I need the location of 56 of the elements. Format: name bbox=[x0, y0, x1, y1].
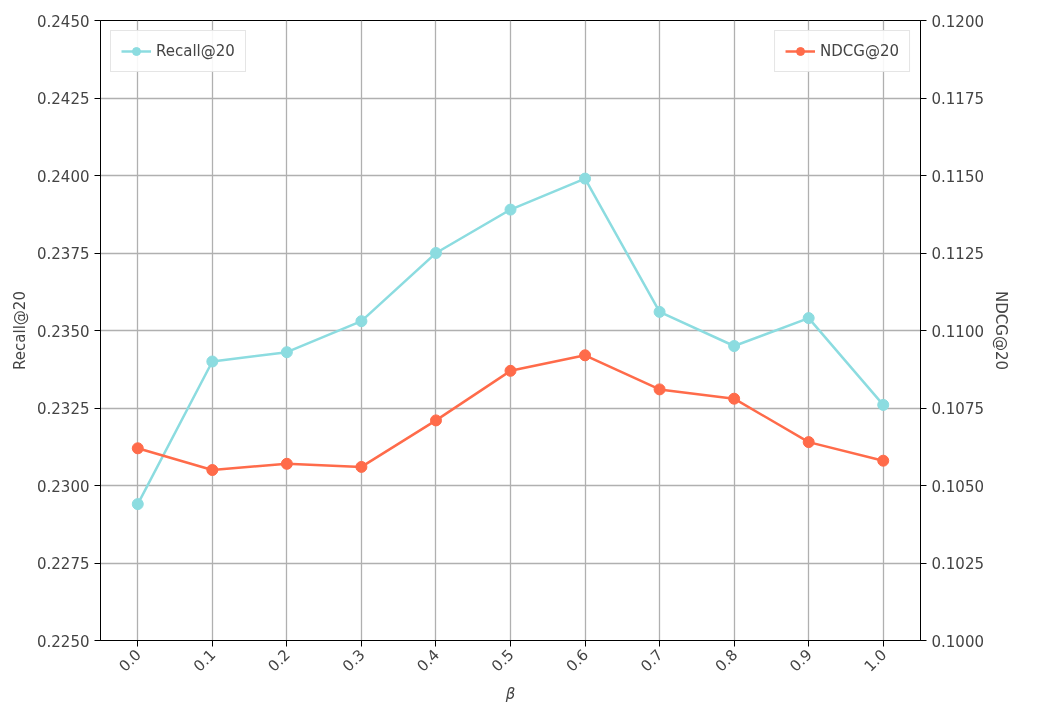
point bbox=[877, 454, 890, 467]
y2-tick-label: 0.1100 bbox=[931, 322, 984, 341]
point bbox=[728, 392, 741, 405]
point bbox=[429, 414, 442, 427]
point bbox=[429, 247, 442, 259]
y2-tick-label: 0.1175 bbox=[931, 90, 984, 108]
point bbox=[802, 436, 815, 449]
y-tick-label: 0.2275 bbox=[37, 555, 90, 573]
point bbox=[131, 498, 144, 511]
point bbox=[206, 464, 219, 476]
legend-label: Recall@20 bbox=[156, 42, 235, 60]
y2-tick-label: 0.1075 bbox=[931, 400, 984, 418]
point bbox=[653, 305, 666, 318]
x-tick-label: 0.2 bbox=[264, 645, 294, 676]
x-tick-label: 0.5 bbox=[487, 645, 518, 676]
x-tick-label: 0.7 bbox=[637, 645, 667, 676]
y2-tick-label: 0.1125 bbox=[931, 245, 984, 263]
point bbox=[728, 340, 741, 352]
x-tick-label: 0.4 bbox=[413, 645, 444, 676]
y-tick-label: 0.2350 bbox=[37, 322, 90, 341]
point bbox=[355, 315, 368, 328]
point bbox=[579, 349, 592, 362]
y-tick-label: 0.2375 bbox=[37, 245, 90, 263]
y-tick-label: 0.2300 bbox=[37, 477, 90, 496]
x-tick-label: 0.9 bbox=[786, 645, 816, 676]
y2-tick-label: 0.1150 bbox=[931, 167, 984, 186]
point bbox=[877, 398, 890, 411]
y2-tick-label: 0.1050 bbox=[931, 477, 984, 496]
point bbox=[802, 312, 815, 325]
point bbox=[504, 203, 517, 216]
y-axis-title: Recall@20 bbox=[11, 291, 30, 370]
y2-axis-title: NDCG@20 bbox=[991, 291, 1010, 370]
y2-tick-label: 0.1000 bbox=[931, 632, 984, 651]
y-tick-label: 0.2400 bbox=[37, 167, 90, 186]
point bbox=[504, 364, 517, 377]
point bbox=[653, 383, 666, 396]
point bbox=[131, 442, 144, 455]
point bbox=[280, 457, 293, 470]
y2-tick-label: 0.1200 bbox=[931, 12, 984, 31]
point bbox=[206, 355, 219, 368]
point bbox=[355, 460, 368, 473]
x-tick-label: 0.1 bbox=[189, 645, 220, 676]
x-tick-label: 0.0 bbox=[115, 645, 145, 676]
x-tick-label: 0.8 bbox=[711, 645, 742, 676]
x-tick-label: 0.6 bbox=[562, 645, 593, 676]
y2-tick-label: 0.1025 bbox=[931, 555, 984, 573]
y-tick-label: 0.2325 bbox=[37, 400, 90, 418]
point bbox=[280, 346, 293, 359]
legend-label: NDCG@20 bbox=[820, 42, 899, 60]
x-axis-title: β bbox=[504, 684, 516, 703]
y-tick-label: 0.2450 bbox=[37, 12, 90, 31]
point bbox=[579, 172, 592, 185]
y-tick-label: 0.2250 bbox=[37, 632, 90, 651]
y-tick-label: 0.2425 bbox=[37, 90, 90, 108]
x-tick-label: 1.0 bbox=[860, 645, 891, 676]
x-tick-label: 0.3 bbox=[338, 645, 369, 676]
